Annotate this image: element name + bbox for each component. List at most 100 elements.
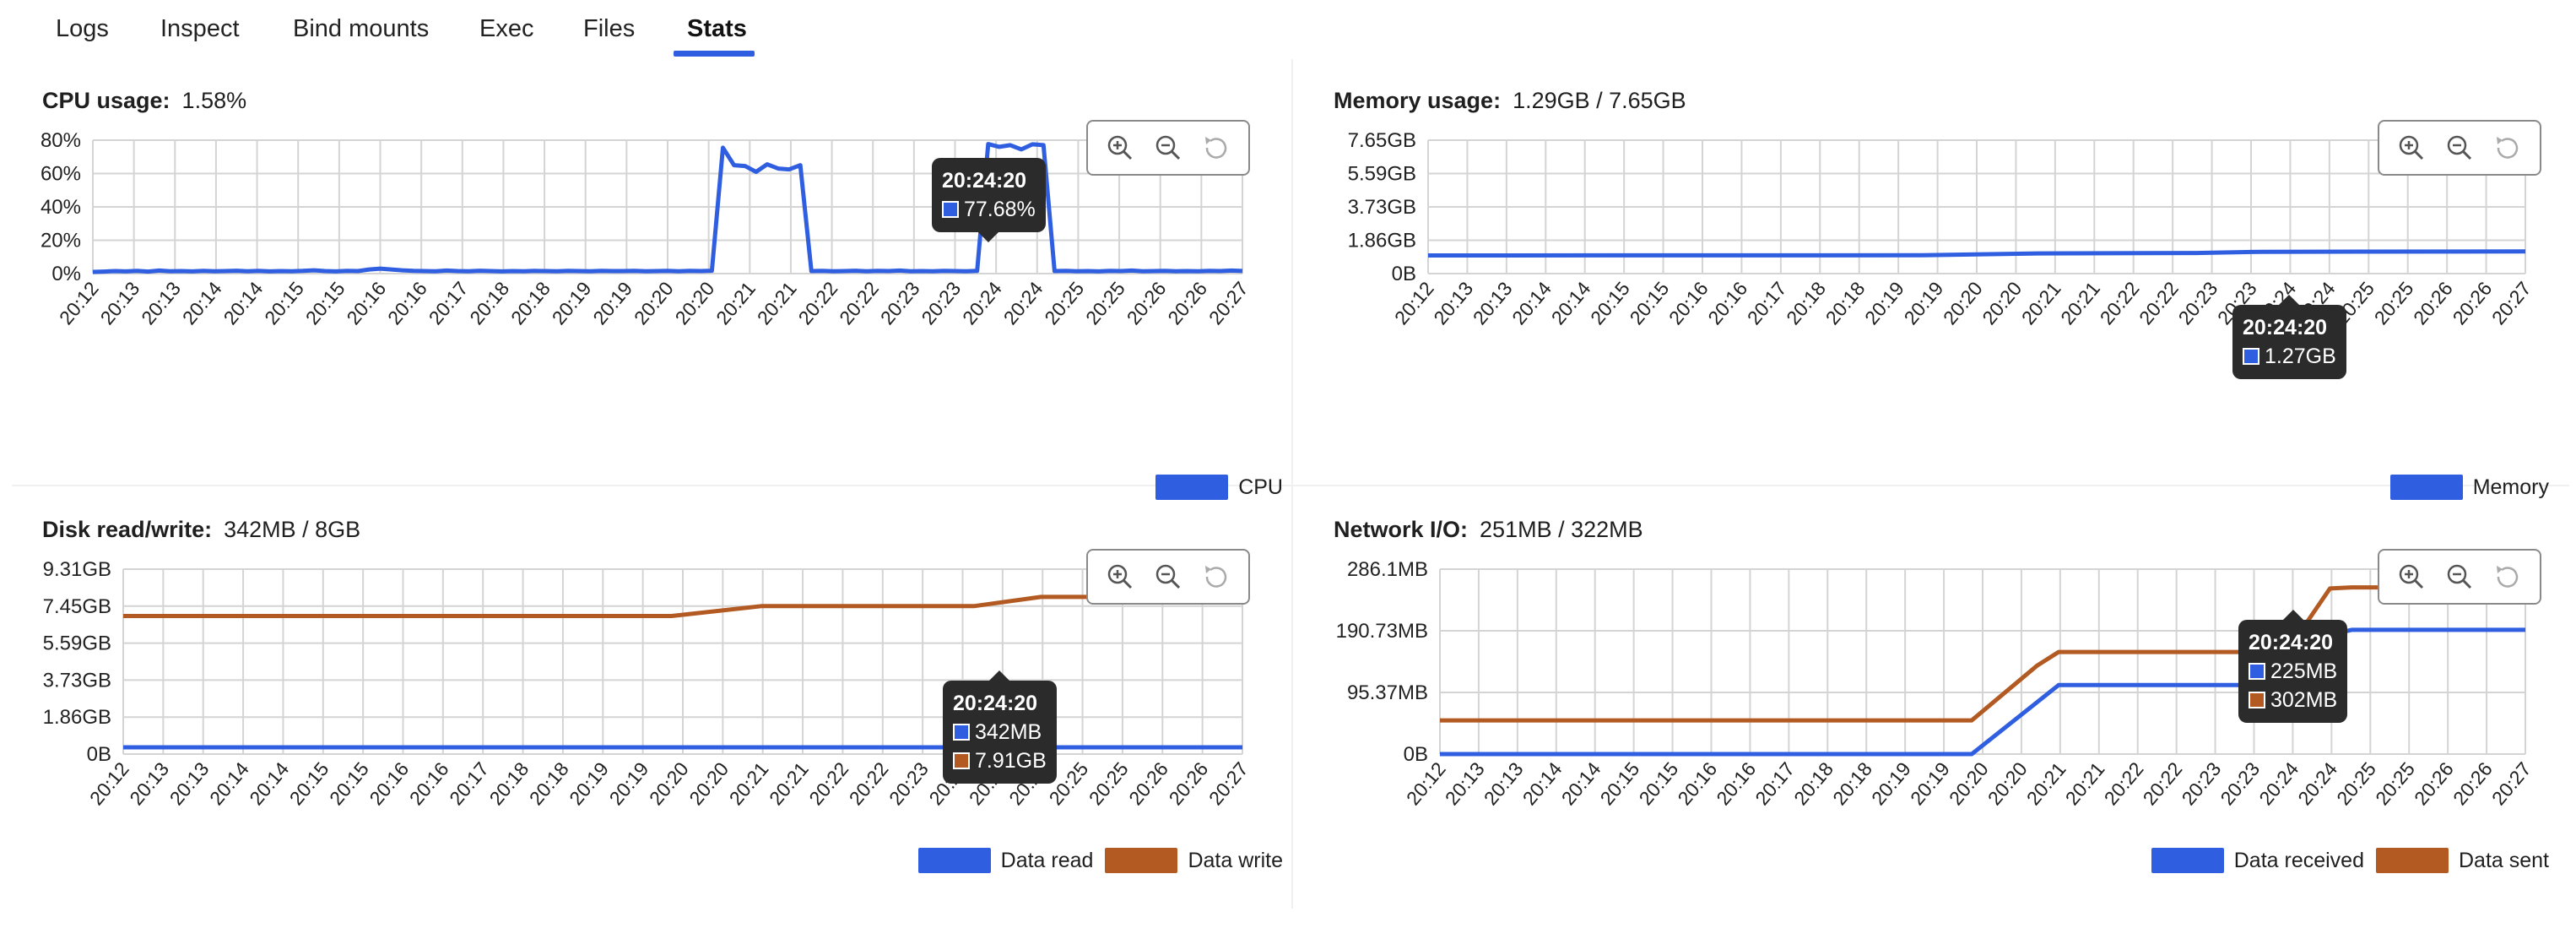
- x-tick-label: 20:21: [725, 758, 773, 810]
- x-tick-label: 20:16: [405, 758, 453, 810]
- x-tick-label: 20:14: [1557, 757, 1605, 809]
- x-tick-label: 20:25: [1081, 278, 1129, 329]
- legend-item-data-read[interactable]: Data read: [917, 848, 1094, 873]
- x-tick-label: 20:20: [630, 278, 678, 329]
- zoom-in-icon: [2400, 564, 2424, 589]
- zoom-in-button[interactable]: [2395, 560, 2428, 594]
- x-tick-label: 20:26: [2449, 758, 2497, 810]
- y-tick-label: 1.86GB: [43, 706, 111, 729]
- x-tick-label: 20:19: [1899, 278, 1947, 329]
- x-tick-label: 20:16: [1664, 278, 1713, 329]
- tooltip-time: 20:24:20: [953, 692, 1038, 715]
- cpu-tooltip: 20:24:20 77.68%: [932, 158, 1046, 242]
- legend-item-cpu[interactable]: CPU: [1155, 475, 1283, 500]
- series-line-memory: [1427, 249, 2526, 258]
- zoom-out-button[interactable]: [1151, 131, 1185, 165]
- legend-item-data-received[interactable]: Data received: [2151, 848, 2364, 873]
- cpu-title: CPU usage: 1.58%: [42, 88, 246, 114]
- x-tick-label: 20:23: [2173, 278, 2222, 329]
- legend-label: Data read: [1000, 848, 1094, 872]
- x-tick-label: 20:19: [605, 758, 653, 810]
- tab-stats[interactable]: Stats: [687, 15, 747, 42]
- network-chart-toolbox: [2378, 549, 2541, 605]
- tab-exec[interactable]: Exec: [479, 15, 534, 42]
- x-tick-label: 20:20: [685, 758, 733, 810]
- x-tick-label: 20:20: [1978, 278, 2026, 329]
- x-tick-label: 20:26: [1124, 758, 1172, 810]
- tooltip-time: 20:24:20: [2249, 631, 2334, 654]
- zoom-out-button[interactable]: [2443, 131, 2476, 165]
- y-tick-label: 7.65GB: [1348, 129, 1416, 152]
- x-tick-label: 20:13: [125, 758, 173, 810]
- legend-label: Data write: [1188, 848, 1283, 872]
- reset-zoom-button[interactable]: [2491, 131, 2525, 165]
- y-tick-label: 95.37MB: [1347, 681, 1428, 704]
- x-tick-label: 20:25: [2370, 278, 2418, 329]
- tooltip-row: 302MB: [2249, 686, 2337, 714]
- x-tick-label: 20:25: [1040, 278, 1088, 329]
- x-tick-label: 20:25: [2332, 758, 2380, 810]
- tab-bind-mounts[interactable]: Bind mounts: [293, 15, 430, 42]
- x-tick-label: 20:25: [1085, 758, 1133, 810]
- x-tick-label: 20:24: [999, 277, 1047, 328]
- tooltip-row: 7.91GB: [953, 746, 1047, 775]
- disk-legend: Data read Data write: [917, 848, 1283, 873]
- x-tick-label: 20:21: [753, 278, 801, 329]
- reset-zoom-icon: [1204, 566, 1226, 588]
- x-tick-label: 20:26: [1165, 758, 1213, 810]
- x-tick-label: 20:16: [365, 758, 413, 810]
- tab-inspect[interactable]: Inspect: [160, 15, 240, 42]
- x-tick-label: 20:20: [671, 278, 719, 329]
- x-tick-label: 20:27: [2487, 278, 2535, 329]
- tooltip-row: 77.68%: [942, 195, 1036, 224]
- reset-zoom-button[interactable]: [1199, 131, 1233, 165]
- memory-tooltip: 20:24:20 1.27GB: [2232, 295, 2346, 379]
- x-tick-label: 20:13: [165, 758, 214, 810]
- y-tick-label: 1.86GB: [1348, 230, 1416, 252]
- reset-zoom-icon: [1204, 137, 1226, 159]
- x-tick-label: 20:18: [1821, 278, 1870, 329]
- x-tick-label: 20:22: [793, 278, 842, 329]
- disk-tooltip: 20:24:20 342MB 7.91GB: [943, 670, 1057, 784]
- reset-zoom-button[interactable]: [2491, 560, 2525, 594]
- x-tick-label: 20:22: [2096, 278, 2144, 329]
- legend-item-memory[interactable]: Memory: [2389, 475, 2549, 500]
- x-tick-label: 20:15: [325, 758, 373, 810]
- x-tick-label: 20:26: [2448, 278, 2496, 329]
- x-tick-label: 20:16: [1712, 758, 1760, 810]
- tooltip-time: 20:24:20: [942, 169, 1027, 193]
- reset-zoom-button[interactable]: [1199, 560, 1233, 594]
- cpu-label: CPU usage:: [42, 88, 170, 113]
- legend-swatch: [917, 848, 991, 873]
- network-label: Network I/O:: [1334, 517, 1469, 542]
- legend-label: Data received: [2233, 848, 2364, 872]
- zoom-out-button[interactable]: [2443, 560, 2476, 594]
- x-tick-label: 20:13: [1429, 278, 1477, 329]
- zoom-in-button[interactable]: [2395, 131, 2428, 165]
- zoom-out-icon: [2447, 135, 2472, 160]
- x-tick-label: 20:27: [1204, 278, 1253, 329]
- legend-swatch: [1155, 475, 1229, 500]
- tab-logs[interactable]: Logs: [56, 15, 109, 42]
- x-tick-label: 20:19: [1906, 758, 1954, 810]
- memory-legend: Memory: [2389, 475, 2549, 500]
- legend-item-data-sent[interactable]: Data sent: [2375, 848, 2549, 873]
- zoom-in-button[interactable]: [1103, 131, 1137, 165]
- network-panel: Network I/O: 251MB / 322MB 286.1MB 190.73M…: [1334, 517, 2576, 939]
- x-tick-label: 20:21: [765, 758, 813, 810]
- tooltip-value: 1.27GB: [2265, 345, 2336, 368]
- disk-label: Disk read/write:: [42, 517, 213, 542]
- legend-item-data-write[interactable]: Data write: [1105, 848, 1283, 873]
- tab-files[interactable]: Files: [583, 15, 636, 42]
- x-tick-label: 20:19: [1867, 758, 1915, 810]
- memory-value: 1.29GB / 7.65GB: [1513, 88, 1686, 113]
- zoom-out-icon: [2447, 564, 2472, 589]
- tooltip-swatch: [953, 752, 970, 769]
- x-tick-label: 20:18: [1782, 278, 1830, 329]
- zoom-in-button[interactable]: [1103, 560, 1137, 594]
- x-tick-label: 20:20: [645, 758, 693, 810]
- zoom-out-icon: [1155, 564, 1181, 589]
- zoom-out-button[interactable]: [1151, 560, 1185, 594]
- x-tick-label: 20:14: [205, 757, 253, 809]
- series-line-data-write: [123, 594, 1242, 618]
